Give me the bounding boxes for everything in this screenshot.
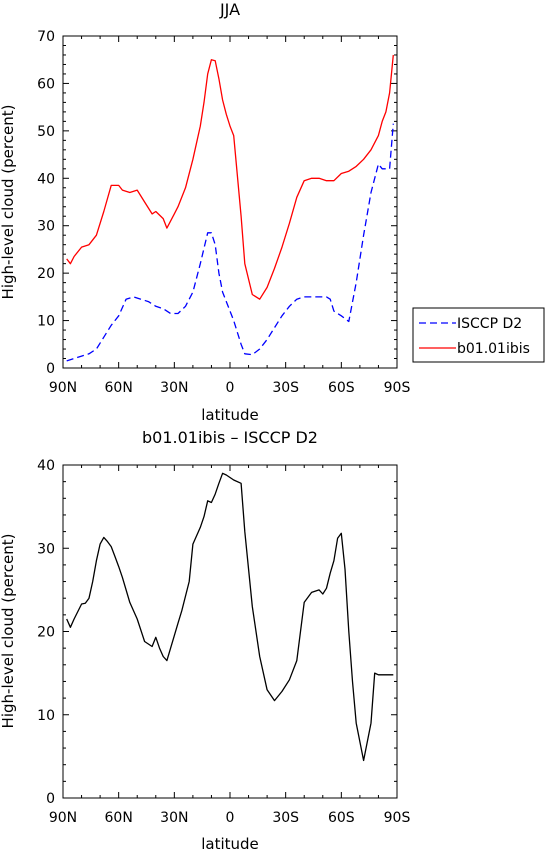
bottom-panel: b01.01ibis – ISCCP D2 0 10 20 30 40 90N 60N 30N…: [0, 428, 410, 851]
bottom-xtick-label: 60S: [328, 810, 355, 826]
top-panel-series: [66, 54, 394, 362]
bottom-xtick-label: 90N: [49, 810, 77, 826]
bottom-panel-title: b01.01ibis – ISCCP D2: [142, 428, 318, 447]
bottom-xtick-label: 30S: [272, 810, 299, 826]
top-ytick-label: 0: [46, 361, 55, 377]
bottom-y-axis-label: High-level cloud (percent): [0, 534, 17, 729]
bottom-ytick-label: 40: [37, 458, 55, 474]
bottom-ytick-label: 30: [37, 541, 55, 557]
bottom-panel-ticks: 0 10 20 30 40 90N 60N 30N 0 30S 60S 90S: [37, 458, 410, 826]
bottom-ytick-label: 10: [37, 708, 55, 724]
bottom-xtick-label: 90S: [384, 810, 411, 826]
top-ytick-label: 20: [37, 266, 55, 282]
legend-label-ibis: b01.01ibis: [457, 341, 530, 357]
top-xtick-label: 60S: [328, 380, 355, 396]
bottom-series-line-0: [66, 472, 394, 762]
top-ytick-label: 40: [37, 171, 55, 187]
top-x-axis-label: latitude: [201, 406, 259, 424]
top-xtick-label: 90S: [384, 380, 411, 396]
top-ytick-label: 10: [37, 314, 55, 330]
top-y-axis-label: High-level cloud (percent): [0, 105, 17, 300]
top-ytick-label: 60: [37, 76, 55, 92]
bottom-xtick-label: 0: [226, 810, 235, 826]
bottom-panel-frame: [62, 464, 398, 799]
legend-label-isccp: ISCCP D2: [457, 316, 522, 332]
bottom-panel-series: [66, 472, 394, 762]
legend: ISCCP D2 b01.01ibis: [412, 307, 545, 363]
top-series-line-0: [66, 123, 394, 362]
legend-box: [412, 307, 545, 363]
top-xtick-label: 30S: [272, 380, 299, 396]
bottom-x-axis-label: latitude: [201, 835, 259, 851]
top-panel-ticks: 0 10 20 30 40 50 60 70 90N 60N 30N 0 30S 60S 90S: [37, 29, 410, 396]
top-series-line-1: [66, 54, 394, 300]
bottom-ytick-label: 0: [46, 791, 55, 807]
bottom-ytick-label: 20: [37, 625, 55, 641]
top-panel-title: JJA: [219, 0, 240, 19]
bottom-xtick-label: 30N: [160, 810, 188, 826]
top-ytick-label: 70: [37, 29, 55, 45]
top-xtick-label: 30N: [160, 380, 188, 396]
top-xtick-label: 0: [226, 380, 235, 396]
bottom-xtick-label: 60N: [105, 810, 133, 826]
top-panel: JJA 0 10 20 30 40 50 60 70 90N 60N 30N 0 30S 60S 90S l…: [0, 0, 410, 424]
top-xtick-label: 90N: [49, 380, 77, 396]
top-ytick-label: 50: [37, 124, 55, 140]
top-ytick-label: 30: [37, 219, 55, 235]
top-xtick-label: 60N: [105, 380, 133, 396]
top-panel-frame: [62, 35, 398, 369]
